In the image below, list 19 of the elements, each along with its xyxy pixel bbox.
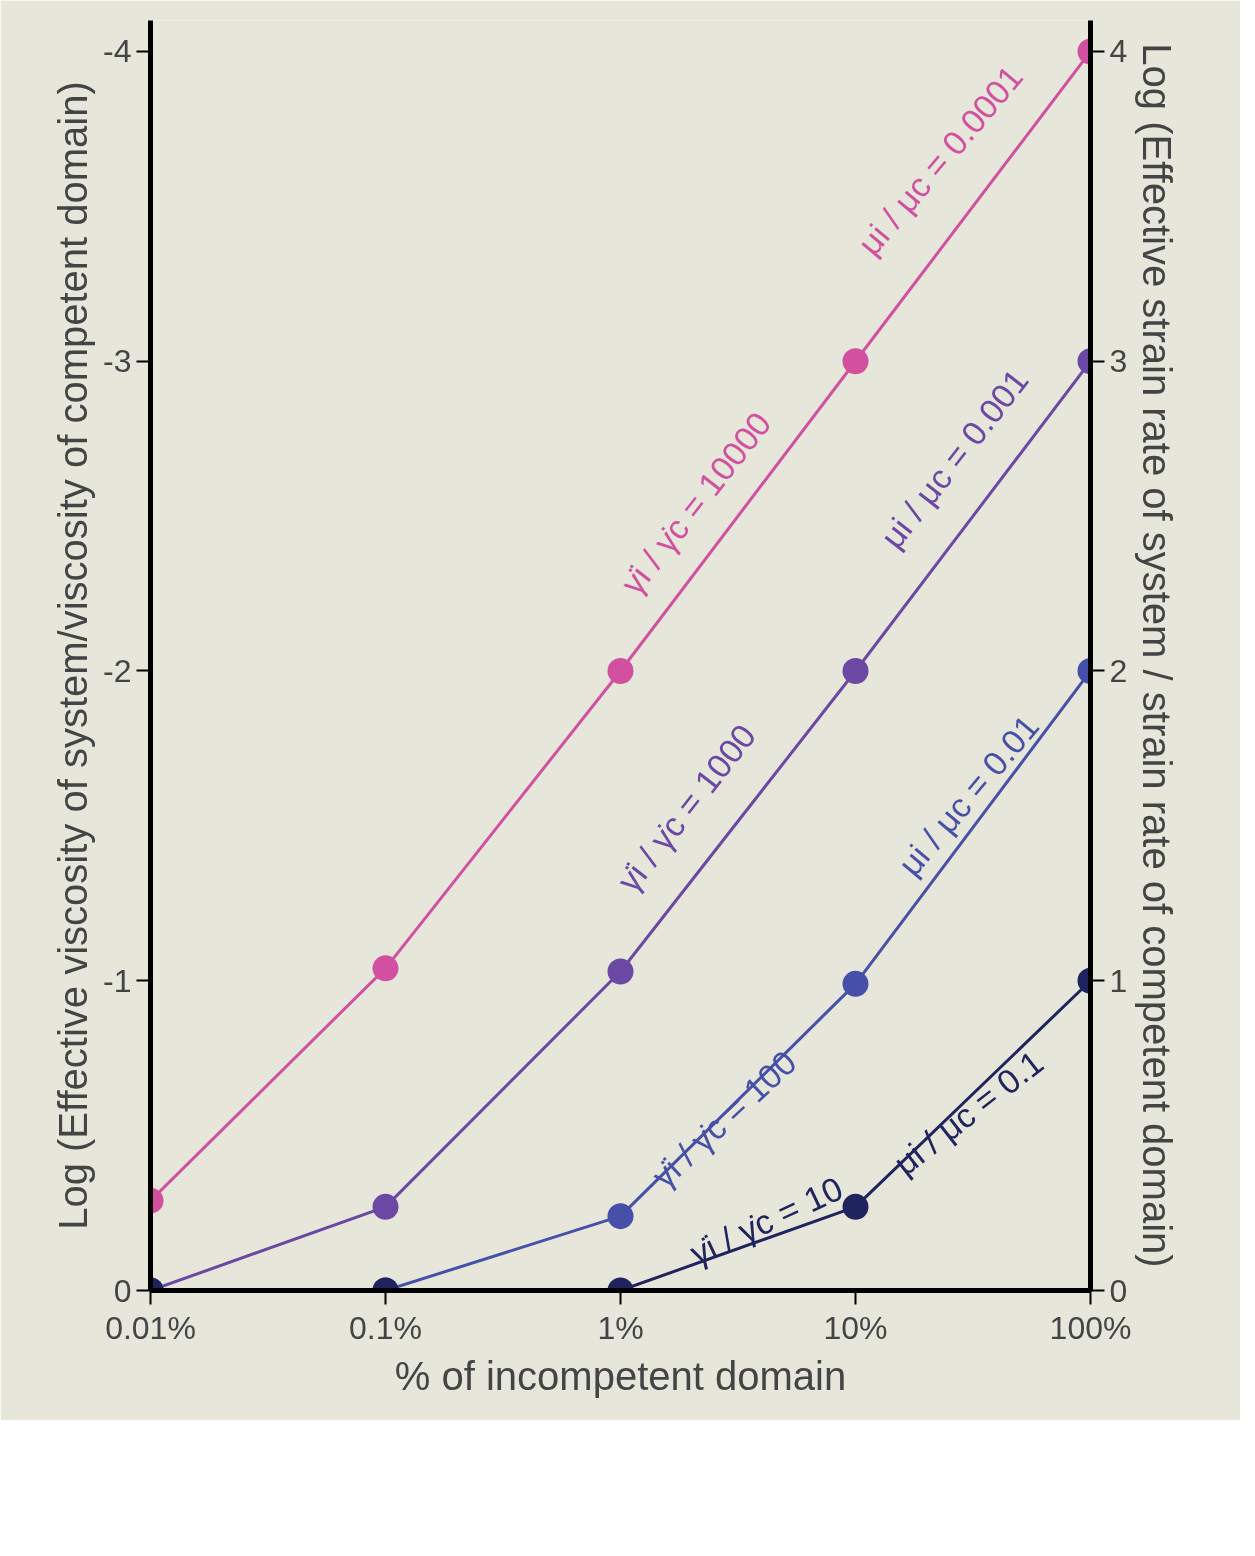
y-tick-label: -3 — [103, 343, 132, 380]
y-tick-label: -2 — [103, 652, 132, 689]
y-tick-label: 0 — [113, 1272, 132, 1309]
y-tick-label: -1 — [103, 962, 132, 999]
y2-tick-label: 0 — [1109, 1272, 1128, 1309]
x-tick-label: 10% — [823, 1309, 888, 1346]
x-axis-title: % of incompetent domain — [394, 1353, 847, 1398]
annotation: μi / μc = 0.01 — [890, 707, 1047, 883]
y2-tick-label: 3 — [1109, 343, 1128, 380]
x-tick-label: 0.1% — [349, 1309, 422, 1346]
y2-tick-label: 2 — [1109, 652, 1128, 689]
x-tick-label: 1% — [597, 1309, 644, 1346]
y2-tick-label: 4 — [1109, 33, 1128, 70]
y2-axis-title: Log (Effective strain rate of system / strain rate of competent domain) — [1135, 43, 1180, 1268]
y2-tick-label: 1 — [1109, 962, 1128, 999]
y-tick-label: -4 — [103, 33, 132, 70]
y-axis-title: Log (Effective viscosity of system/viscosity of competent domain) — [51, 81, 96, 1230]
x-tick-label: 0.01% — [105, 1309, 196, 1346]
x-tick-label: 100% — [1049, 1309, 1132, 1346]
